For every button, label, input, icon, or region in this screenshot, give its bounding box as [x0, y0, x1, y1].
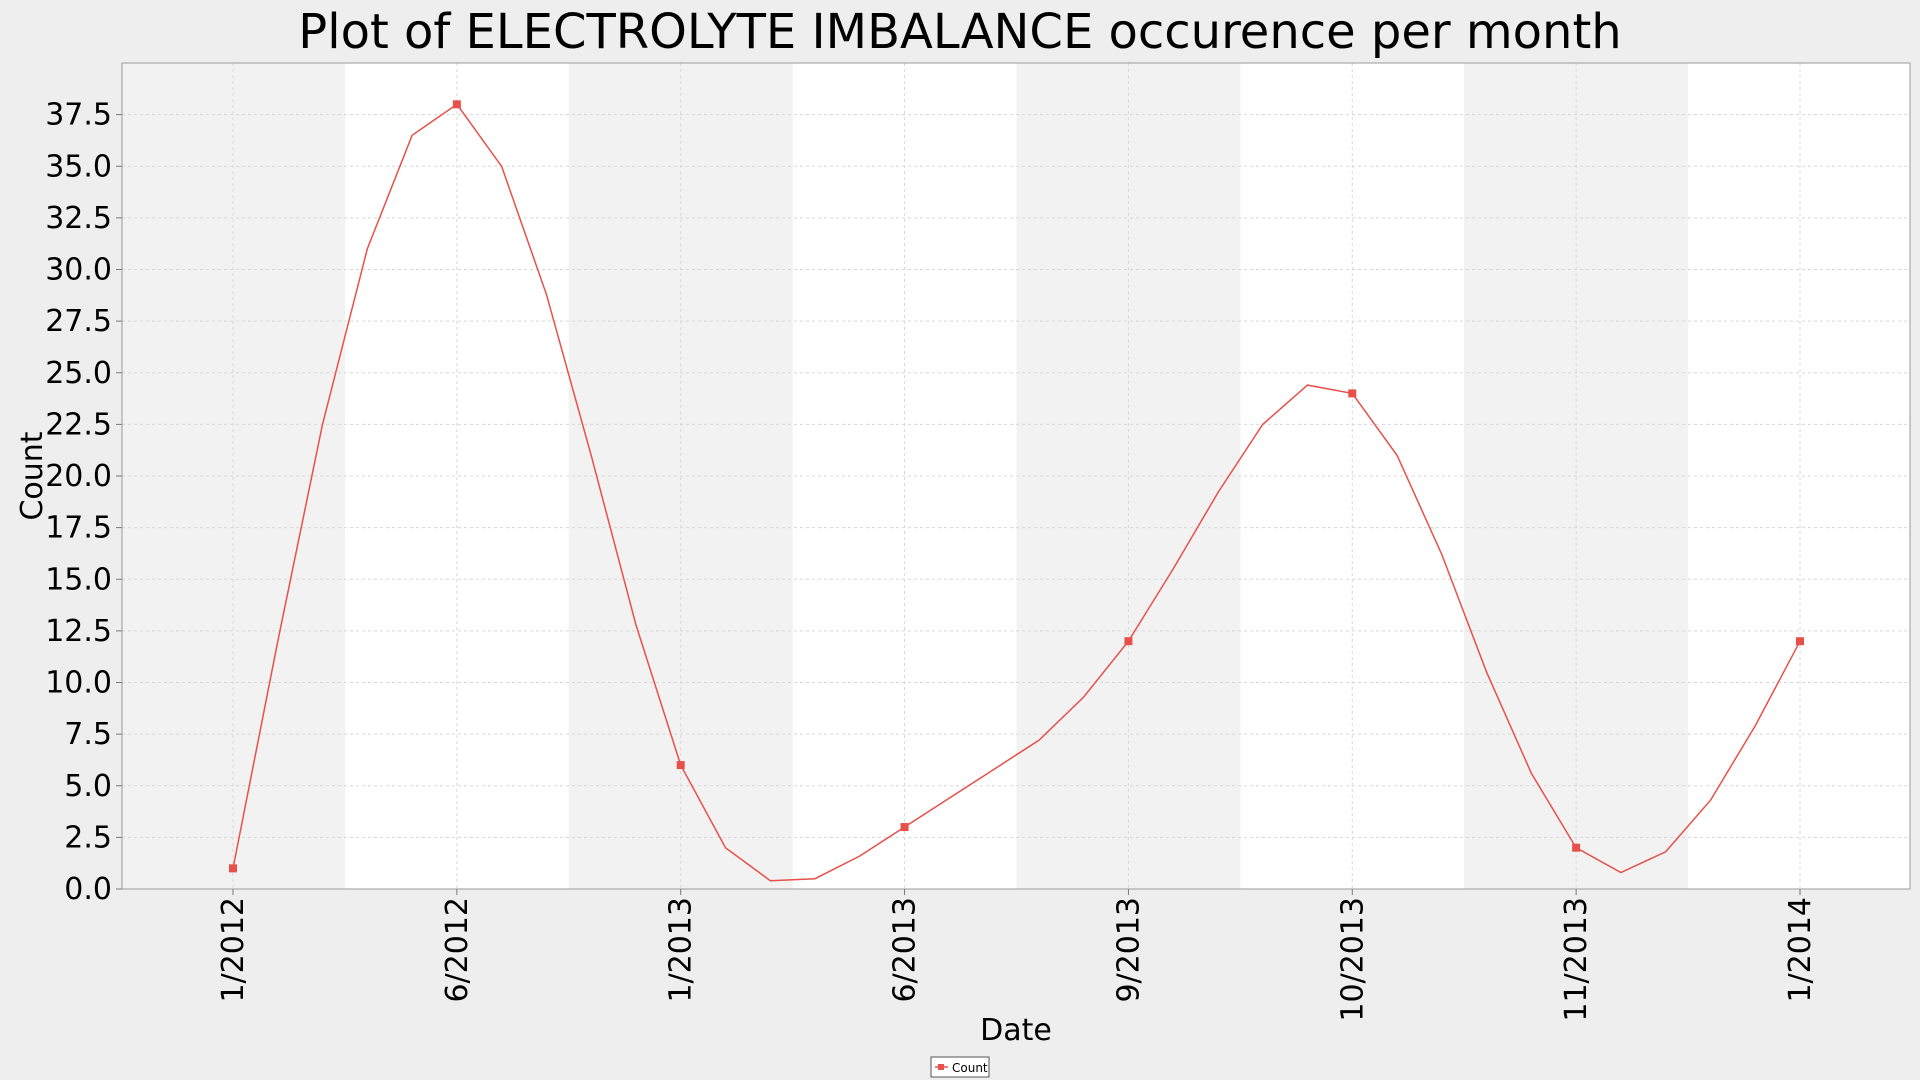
- x-tick-label-7: 1/2014: [1783, 897, 1818, 1003]
- x-tick-label-2: 1/2013: [664, 897, 699, 1003]
- y-tick-label-12: 30.0: [45, 253, 112, 288]
- data-point-1: [452, 100, 461, 109]
- y-tick-label-7: 17.5: [45, 511, 112, 546]
- y-tick-label-4: 10.0: [45, 666, 112, 701]
- x-tick-label-3: 6/2013: [888, 897, 923, 1003]
- y-axis-label: Count: [15, 431, 50, 520]
- y-tick-label-15: 37.5: [45, 98, 112, 133]
- x-tick-label-1: 6/2012: [440, 897, 475, 1003]
- data-point-0: [229, 864, 237, 873]
- y-tick-label-1: 2.5: [64, 820, 112, 855]
- y-tick-label-0: 0.0: [64, 872, 112, 907]
- y-tick-label-5: 12.5: [45, 614, 112, 649]
- y-axis-ticks: 0.0 2.5 5.0 7.5 10.0 12.5 15.0 17.5 20.0 22.5 25.0…: [45, 98, 122, 907]
- legend-label: Count: [952, 1061, 988, 1075]
- legend: Count: [930, 1056, 990, 1078]
- data-point-7: [1796, 637, 1804, 646]
- x-tick-label-0: 1/2012: [216, 897, 251, 1003]
- y-tick-label-10: 25.0: [45, 356, 112, 391]
- x-axis-label: Date: [980, 1013, 1052, 1048]
- y-tick-label-3: 7.5: [64, 717, 112, 752]
- chart-title: Plot of ELECTROLYTE IMBALANCE occurence …: [298, 4, 1621, 60]
- legend-marker-swatch: [938, 1064, 944, 1070]
- x-tick-label-5: 10/2013: [1335, 897, 1370, 1022]
- data-point-5: [1348, 389, 1357, 398]
- y-tick-label-13: 32.5: [45, 201, 112, 236]
- data-point-4: [1124, 637, 1133, 646]
- data-point-3: [900, 823, 909, 832]
- y-tick-label-9: 22.5: [45, 407, 112, 442]
- x-tick-label-6: 11/2013: [1559, 897, 1594, 1022]
- y-tick-label-2: 5.0: [64, 769, 112, 804]
- data-point-6: [1572, 843, 1581, 852]
- y-tick-label-8: 20.0: [45, 459, 112, 494]
- y-tick-label-14: 35.0: [45, 149, 112, 184]
- y-tick-label-6: 15.0: [45, 562, 112, 597]
- x-tick-label-4: 9/2013: [1111, 897, 1146, 1003]
- data-point-2: [676, 761, 685, 770]
- y-tick-label-11: 27.5: [45, 304, 112, 339]
- series-line-count: [232, 103, 1801, 882]
- legend-box: [930, 1056, 990, 1078]
- series-layer: [229, 100, 1804, 882]
- x-axis-ticks: 1/2012 6/2012 1/2013 6/2013 9/2013 10/2013 11/…: [216, 889, 1818, 1022]
